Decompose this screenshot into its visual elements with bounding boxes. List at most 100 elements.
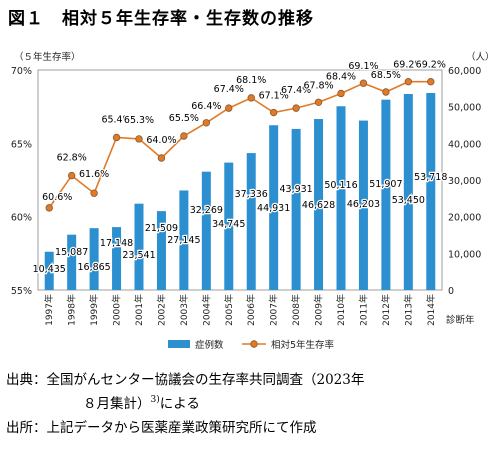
legend-line-marker bbox=[250, 340, 258, 348]
bar-value-label: 46,203 bbox=[347, 199, 380, 210]
line-value-label: 68.1% bbox=[236, 75, 266, 86]
x-tick-label: 1997年 bbox=[43, 294, 55, 326]
x-tick-label: 2003年 bbox=[178, 294, 190, 326]
bar-value-label: 44,931 bbox=[257, 203, 290, 214]
line-point bbox=[427, 78, 435, 86]
made-by-note: 出所：上記データから医薬産業政策研究所にて作成 bbox=[6, 420, 317, 436]
line-point bbox=[359, 79, 368, 87]
bar bbox=[269, 125, 279, 291]
bar-value-label: 10,435 bbox=[33, 264, 66, 275]
bar bbox=[314, 119, 324, 290]
line-point bbox=[225, 104, 233, 112]
left-tick-label: 60% bbox=[11, 213, 32, 224]
right-tick-label: 20,000 bbox=[448, 213, 481, 224]
line-point bbox=[157, 154, 166, 162]
line-point bbox=[135, 135, 143, 143]
line-point bbox=[269, 108, 278, 117]
bar-value-label: 46,628 bbox=[302, 200, 335, 211]
bar bbox=[336, 106, 346, 290]
bar-value-label: 21,509 bbox=[145, 223, 178, 234]
bar bbox=[156, 211, 166, 290]
survival-rate-line bbox=[48, 80, 431, 209]
bar-value-label: 37,336 bbox=[235, 189, 268, 200]
line-value-label: 69.2% bbox=[416, 60, 446, 71]
line-point bbox=[112, 133, 121, 142]
bar bbox=[44, 251, 54, 290]
x-tick-label: 2013年 bbox=[402, 294, 414, 326]
bar bbox=[201, 171, 211, 290]
bar bbox=[403, 94, 413, 291]
bar-value-label: 53,450 bbox=[392, 195, 425, 206]
bar bbox=[224, 162, 234, 290]
line-point bbox=[90, 189, 98, 197]
right-tick-label: 0 bbox=[448, 286, 454, 297]
right-axis-label: （人） bbox=[466, 51, 495, 63]
x-tick-label: 2012年 bbox=[380, 294, 392, 326]
line-value-label: 67.1% bbox=[259, 91, 289, 102]
bar bbox=[67, 234, 77, 290]
right-tick-label: 30,000 bbox=[448, 176, 481, 187]
line-point bbox=[382, 88, 390, 96]
source-note-line2-text: ８月集計） bbox=[83, 396, 151, 412]
bar-value-label: 32,269 bbox=[190, 205, 223, 216]
source-reference: 3) bbox=[150, 395, 160, 405]
bar-value-label: 27,145 bbox=[167, 235, 200, 246]
source-note-line2-end: による bbox=[159, 396, 200, 412]
bar-value-label: 23,541 bbox=[122, 250, 155, 261]
bar-value-label: 51,907 bbox=[369, 179, 402, 190]
line-series bbox=[45, 78, 435, 212]
bar-value-label: 53,718 bbox=[414, 172, 447, 183]
bar bbox=[89, 228, 99, 290]
line-value-label: 60.6% bbox=[42, 192, 72, 203]
line-point bbox=[180, 132, 188, 140]
x-axis-label: 診断年 bbox=[446, 314, 475, 326]
chart-title: 図１ 相対５年生存率・生存数の推移 bbox=[8, 9, 314, 29]
line-point bbox=[67, 171, 76, 180]
bar bbox=[381, 99, 391, 290]
x-tick-label: 2001年 bbox=[133, 294, 145, 326]
bar-value-label: 34,745 bbox=[212, 219, 245, 230]
x-tick-label: 2002年 bbox=[155, 294, 167, 326]
bar-value-label: 15,087 bbox=[55, 247, 88, 258]
x-tick-label: 2014年 bbox=[425, 294, 437, 326]
bar bbox=[112, 227, 122, 290]
line-value-label: 62.8% bbox=[57, 153, 87, 164]
line-value-label: 65.3% bbox=[124, 115, 154, 126]
left-tick-label: 55% bbox=[11, 286, 32, 297]
bar-series bbox=[44, 93, 436, 291]
legend: 症例数 相対5年生存率 bbox=[168, 339, 335, 351]
x-tick-label: 2007年 bbox=[268, 294, 280, 326]
line-value-label: 65.5% bbox=[169, 113, 199, 124]
line-value-label: 68.4% bbox=[326, 71, 356, 82]
right-tick-label: 50,000 bbox=[448, 103, 481, 114]
bar-value-label: 17,148 bbox=[100, 238, 133, 249]
bar-value-label: 16,865 bbox=[77, 262, 110, 273]
right-tick-label: 10,000 bbox=[448, 249, 481, 260]
line-value-label: 67.8% bbox=[303, 80, 333, 91]
bar bbox=[291, 128, 301, 290]
x-tick-label: 2009年 bbox=[313, 294, 325, 326]
source-note-line1: 出典：全国がんセンター協議会の生存率共同調査（2023年 bbox=[6, 372, 365, 388]
bar-value-label: 43,931 bbox=[279, 184, 312, 195]
line-value-label: 68.5% bbox=[371, 70, 401, 81]
x-tick-label: 2005年 bbox=[223, 294, 235, 326]
legend-bar-swatch bbox=[168, 340, 190, 348]
bar bbox=[246, 153, 256, 290]
axes: 55% 60% 65% 70% 0 10,000 20,000 30,000 40,000 50,… bbox=[11, 51, 495, 326]
line-point bbox=[404, 78, 413, 86]
x-tick-label: 1999年 bbox=[88, 294, 100, 326]
line-value-label: 66.4% bbox=[191, 101, 221, 112]
x-tick-label: 2000年 bbox=[111, 294, 123, 326]
x-tick-label: 2011年 bbox=[357, 294, 369, 326]
x-tick-label: 2006年 bbox=[245, 294, 257, 326]
line-value-label: 64.0% bbox=[146, 135, 176, 146]
line-point bbox=[45, 204, 53, 212]
line-point bbox=[314, 98, 323, 106]
x-tick-label: 1998年 bbox=[66, 294, 78, 326]
right-tick-label: 60,000 bbox=[448, 66, 481, 77]
bar bbox=[179, 190, 189, 290]
line-value-label: 67.4% bbox=[281, 85, 311, 96]
left-tick-label: 70% bbox=[11, 66, 32, 77]
left-axis-label: （５年生存率） bbox=[14, 51, 81, 63]
